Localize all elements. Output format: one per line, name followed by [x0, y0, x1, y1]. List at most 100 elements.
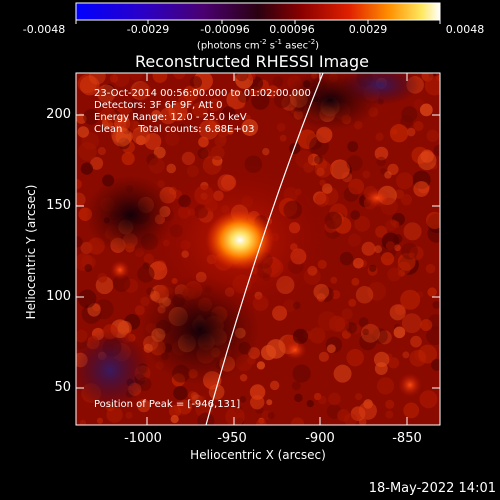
colorbar-tick-label: -0.0029	[126, 23, 170, 36]
speckle	[354, 216, 371, 232]
speckle	[289, 142, 301, 155]
speckle	[403, 402, 420, 419]
speckle	[341, 171, 353, 183]
speckle	[250, 395, 265, 410]
speckle	[262, 147, 270, 156]
speckle	[385, 241, 395, 251]
speckle	[165, 131, 180, 147]
x-tick-label: -950	[217, 431, 247, 446]
speckle	[217, 125, 230, 138]
speckle	[413, 181, 430, 197]
speckle	[372, 328, 388, 344]
speckle	[351, 324, 362, 335]
speckle	[344, 413, 358, 425]
speckle	[401, 313, 422, 334]
speckle	[367, 281, 387, 301]
speckle	[369, 264, 377, 272]
speckle	[128, 73, 144, 81]
speckle	[235, 73, 249, 82]
speckle	[380, 168, 387, 175]
speckle	[178, 93, 193, 109]
colorbar	[75, 2, 441, 24]
speckle	[417, 151, 437, 171]
speckle	[76, 192, 86, 207]
speckle	[133, 82, 152, 101]
speckle	[314, 392, 322, 401]
speckle	[131, 126, 151, 145]
speckle	[347, 141, 359, 152]
speckle	[427, 287, 437, 297]
generated-date: 18-May-2022 14:01	[368, 481, 496, 496]
bright-blob	[283, 340, 307, 360]
speckle	[146, 287, 154, 296]
speckle	[225, 406, 245, 425]
speckle	[189, 76, 203, 89]
speckle	[355, 393, 363, 401]
speckle	[330, 159, 350, 180]
colorbar-gradient	[75, 2, 441, 21]
speckle	[137, 399, 151, 413]
speckle	[76, 236, 83, 248]
speckle	[97, 147, 106, 156]
speckle	[328, 392, 341, 406]
speckle	[130, 81, 150, 101]
speckle	[101, 92, 111, 102]
speckle	[425, 263, 436, 274]
speckle	[348, 298, 357, 307]
speckle	[334, 317, 350, 333]
speckle	[408, 252, 415, 259]
speckle	[358, 317, 369, 328]
speckle	[376, 377, 395, 395]
colorbar-units: (photons cm-2 s-1 asec-2)	[196, 38, 320, 52]
plot-title: Reconstructed RHESSI Image	[135, 52, 369, 71]
x-tick-label: -850	[392, 431, 422, 446]
speckle	[181, 151, 196, 166]
speckle	[294, 393, 303, 403]
purple-region	[76, 330, 150, 410]
speckle	[79, 75, 100, 96]
speckle	[190, 392, 199, 400]
speckle	[88, 73, 106, 85]
speckle	[432, 300, 440, 309]
bright-blob	[398, 373, 422, 397]
speckle	[403, 222, 422, 241]
speckle	[153, 146, 166, 159]
speckle	[346, 348, 364, 367]
speckle	[384, 171, 392, 179]
time-range-label: 23-Oct-2014 00:56:00.000 to 01:02:00.000	[94, 88, 311, 99]
speckle	[218, 135, 227, 144]
speckle	[377, 330, 392, 345]
speckle	[394, 244, 401, 252]
speckle	[239, 373, 248, 382]
speckle	[191, 102, 208, 118]
speckle	[210, 145, 225, 161]
speckle	[328, 315, 346, 332]
speckle	[207, 98, 222, 112]
speckle	[393, 326, 406, 339]
speckle	[374, 245, 383, 254]
speckle	[173, 73, 186, 80]
speckle	[247, 73, 256, 81]
energy-range-label: Energy Range: 12.0 - 25.0 keV	[94, 112, 247, 123]
speckle	[84, 264, 93, 272]
speckle	[361, 323, 380, 343]
speckle	[96, 417, 103, 424]
speckle	[256, 418, 267, 425]
speckle	[348, 178, 365, 195]
speckle	[237, 91, 250, 103]
speckle	[79, 419, 87, 425]
x-tick-label: -900	[305, 431, 335, 446]
speckle	[197, 147, 209, 159]
speckle	[306, 399, 314, 408]
speckle	[326, 344, 336, 354]
speckle	[226, 127, 234, 135]
peak-position-label: Position of Peak = [-946,131]	[94, 399, 241, 410]
speckle	[239, 396, 247, 403]
speckle	[385, 399, 395, 409]
speckle	[134, 305, 145, 316]
speckle	[81, 254, 96, 270]
colorbar-tick-label: 0.0029	[348, 23, 388, 36]
speckle	[362, 328, 369, 336]
speckle	[99, 107, 117, 125]
